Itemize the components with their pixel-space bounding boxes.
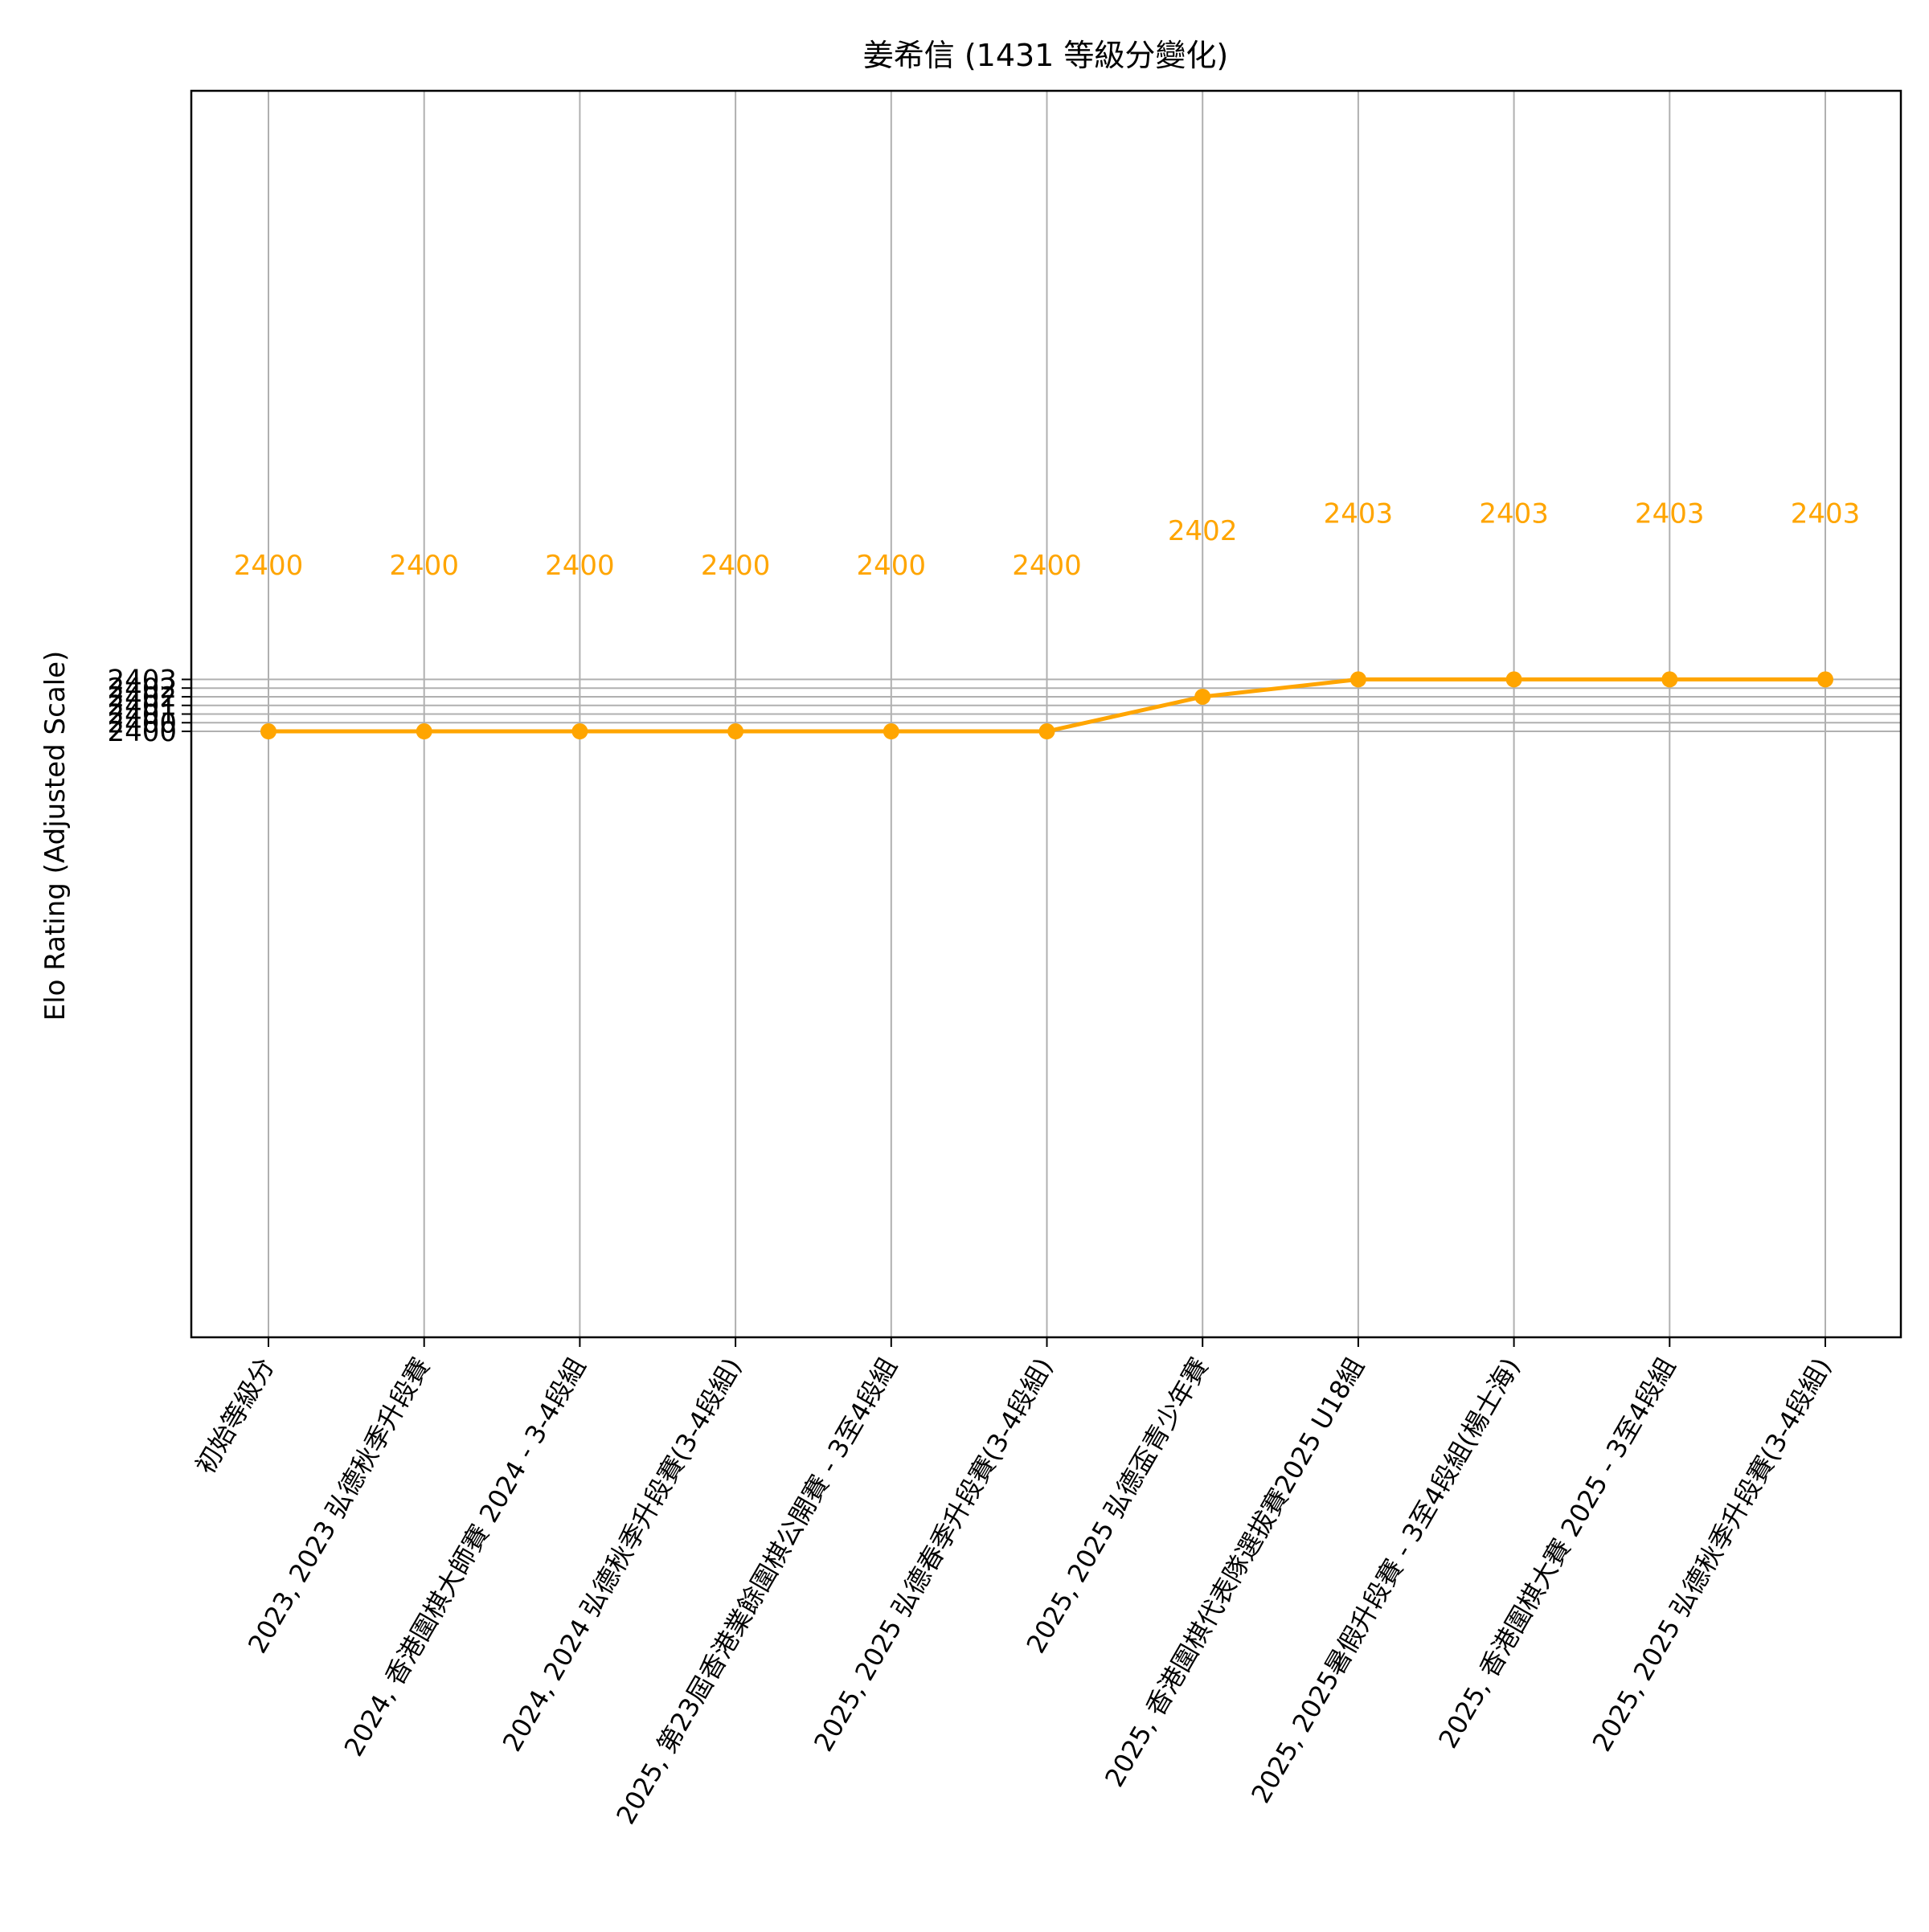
data-label-layer: 2400 2400 2400 2400 2400 2400 2402 2403 2403 2403… [234, 497, 1861, 582]
data-point [1817, 671, 1833, 688]
y-tick-label: 2401 [107, 699, 177, 731]
data-point [416, 723, 432, 740]
data-point [1038, 723, 1055, 740]
data-label: 2400 [545, 550, 615, 582]
y-tick-label: 2403 [107, 664, 177, 696]
x-tick-label: 2025, 香港圍棋代表隊選拔賽2025 U18組 [1099, 1353, 1370, 1792]
y-tick-label: 2401 [107, 690, 177, 722]
x-tick-label: 2025, 2025 弘德盃青少年賽 [1021, 1353, 1215, 1658]
data-point [727, 723, 744, 740]
y-tick-label: 2400 [107, 716, 177, 748]
data-point [260, 723, 276, 740]
data-label: 2403 [1791, 497, 1861, 530]
y-tick-label: 2402 [107, 682, 177, 714]
data-label: 2403 [1635, 497, 1705, 530]
y-tick-label: 2402 [107, 673, 177, 705]
data-label: 2400 [1012, 550, 1082, 582]
data-point [883, 723, 899, 740]
y-axis-label: Elo Rating (Adjusted Scale) [39, 651, 72, 1021]
data-point [1661, 671, 1678, 688]
data-point [1194, 688, 1211, 705]
data-point [571, 723, 588, 740]
data-label: 2400 [857, 550, 927, 582]
x-tick-label: 初始等級分 [190, 1353, 281, 1480]
data-label: 2400 [701, 550, 771, 582]
data-label: 2403 [1324, 497, 1394, 530]
series-layer [260, 671, 1833, 740]
x-tick-label: 2025, 第23屆香港業餘圍棋公開賽 - 3至4段組 [610, 1353, 903, 1829]
x-tick-label: 2025, 2025暑假升段賽 - 3至4段組(楊士海) [1245, 1353, 1526, 1808]
chart-title: 姜希信 (1431 等級分變化) [863, 38, 1229, 73]
data-label: 2402 [1168, 515, 1238, 547]
grid-layer [191, 91, 1901, 1337]
data-label: 2400 [234, 550, 304, 582]
data-point [1349, 671, 1366, 688]
data-label: 2400 [389, 550, 459, 582]
data-label: 2403 [1479, 497, 1549, 530]
x-tick-label: 2023, 2023 弘德秋季升段賽 [242, 1353, 436, 1658]
data-point [1505, 671, 1522, 688]
y-tick-label: 2400 [107, 707, 177, 739]
